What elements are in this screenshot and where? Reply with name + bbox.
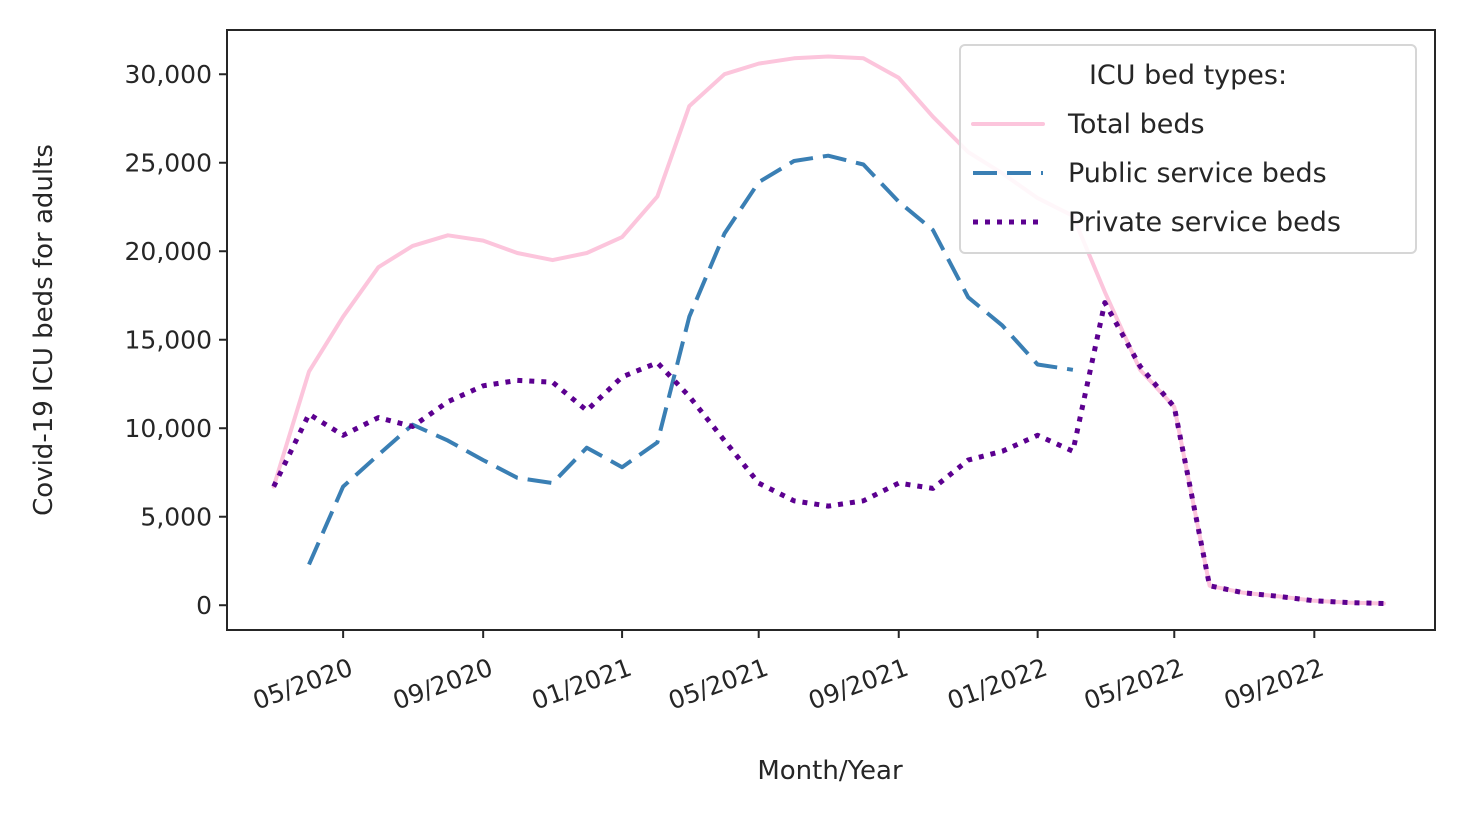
legend-label-private-service-beds: Private service beds xyxy=(1068,207,1341,238)
x-tick-label: 09/2021 xyxy=(805,653,913,716)
legend-label-public-service-beds: Public service beds xyxy=(1068,158,1327,189)
x-axis-title: Month/Year xyxy=(757,756,903,786)
legend-box xyxy=(959,44,1417,254)
y-axis-title: Covid-19 ICU beds for adults xyxy=(29,144,59,516)
y-tick-label: 25,000 xyxy=(125,149,212,178)
legend-label-total-beds: Total beds xyxy=(1067,109,1205,140)
x-axis: 05/2020 09/2020 01/2021 05/2021 09/2021 01/20… xyxy=(249,630,1328,715)
legend-title: ICU bed types: xyxy=(1089,60,1287,91)
series-line-total-beds xyxy=(271,54,1386,606)
y-tick-label: 20,000 xyxy=(125,237,212,266)
x-tick-label: 01/2022 xyxy=(943,653,1051,716)
y-tick-label: 30,000 xyxy=(125,60,212,89)
y-tick-label: 15,000 xyxy=(125,326,212,355)
series-line-private-service-beds xyxy=(271,300,1384,606)
y-axis: 0 5,000 10,000 15,000 20,000 25,000 30,000 xyxy=(125,60,227,620)
y-tick-label: 5,000 xyxy=(140,503,212,532)
x-tick-label: 05/2020 xyxy=(249,653,357,716)
x-tick-label: 09/2022 xyxy=(1220,653,1328,716)
legend: ICU bed types: Total beds Public service … xyxy=(959,44,1417,254)
x-tick-label: 05/2022 xyxy=(1080,653,1188,716)
plot-marks xyxy=(271,54,1386,606)
series-line-public-service-beds xyxy=(307,153,1074,566)
plot-frame xyxy=(226,29,1436,631)
y-tick-label: 0 xyxy=(196,591,212,620)
x-tick-label: 01/2021 xyxy=(528,653,636,716)
y-tick-label: 10,000 xyxy=(125,414,212,443)
x-tick-label: 05/2021 xyxy=(665,653,773,716)
x-tick-label: 09/2020 xyxy=(389,653,497,716)
